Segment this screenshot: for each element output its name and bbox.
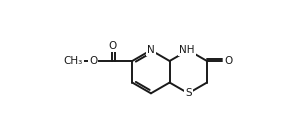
Text: S: S [185,88,192,98]
Text: O: O [89,56,97,66]
Text: O: O [108,41,117,51]
Text: NH: NH [179,45,195,55]
Text: O: O [225,56,233,66]
Text: N: N [147,45,155,55]
Text: CH₃: CH₃ [64,56,83,66]
